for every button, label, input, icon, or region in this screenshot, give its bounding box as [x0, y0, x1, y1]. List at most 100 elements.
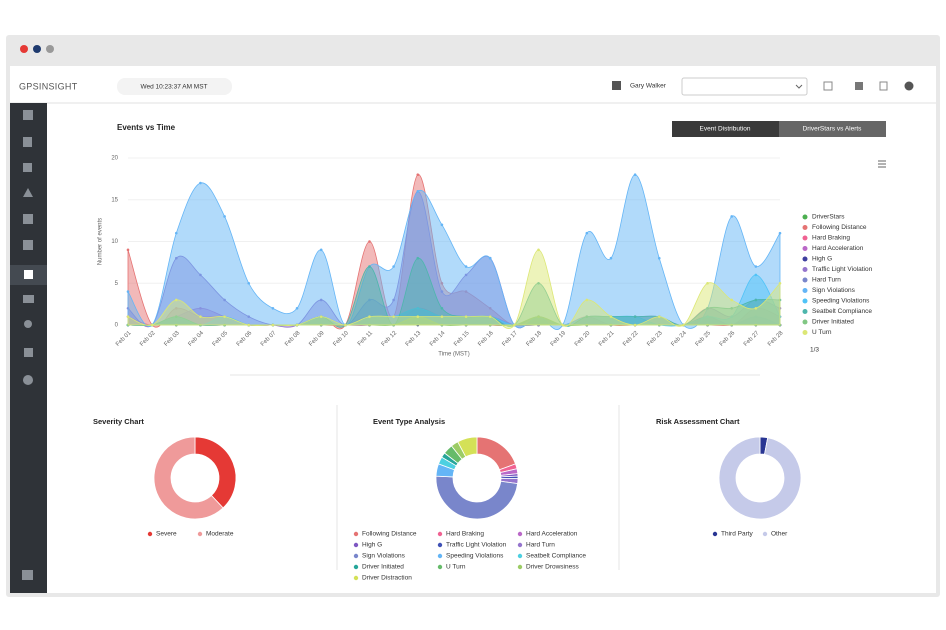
tab-label[interactable]: Event Distribution	[700, 126, 751, 133]
point	[585, 298, 589, 302]
header-icon[interactable]	[823, 81, 833, 91]
point	[392, 315, 395, 318]
point	[657, 256, 661, 260]
point	[657, 315, 661, 318]
tab-label[interactable]: DriverStars vs Alerts	[803, 126, 863, 133]
legend-label: Sign Violations	[362, 553, 406, 560]
window-dot[interactable]	[46, 45, 54, 53]
point	[440, 223, 444, 227]
user-icon[interactable]	[612, 81, 621, 90]
point	[513, 323, 516, 327]
legend-swatch	[147, 531, 153, 537]
chart-title: Events vs Time	[117, 123, 176, 132]
legend-swatch	[437, 553, 443, 559]
select-box[interactable]	[681, 77, 808, 96]
legend-label: Seatbelt Compliance	[812, 308, 872, 315]
point	[754, 273, 758, 277]
legend-swatch	[197, 531, 203, 537]
point	[319, 315, 323, 318]
donut-slice	[153, 436, 224, 520]
legend-label: Driver Initiated	[362, 564, 404, 571]
point	[561, 323, 564, 327]
header-icon[interactable]	[879, 81, 888, 91]
legend-swatch	[437, 564, 443, 570]
point	[247, 323, 251, 327]
point	[271, 323, 275, 327]
menu-icon[interactable]	[878, 160, 886, 168]
point	[682, 323, 685, 327]
legend-swatch	[802, 256, 808, 262]
legend-swatch	[762, 531, 768, 537]
legend-swatch	[802, 298, 808, 304]
point	[199, 315, 202, 318]
legend-swatch	[802, 267, 808, 272]
legend-swatch	[517, 553, 523, 559]
legend-swatch	[802, 319, 808, 325]
point	[368, 265, 371, 268]
legend-swatch	[353, 575, 359, 581]
legend-label: Seatbelt Compliance	[526, 553, 586, 560]
legend-label: Hard Turn	[812, 277, 841, 284]
point	[440, 307, 444, 310]
legend-label: Following Distance	[812, 224, 867, 231]
legend-label: Third Party	[721, 531, 754, 538]
point	[440, 315, 444, 318]
legend-swatch	[802, 277, 808, 283]
point	[488, 256, 492, 260]
legend-swatch	[353, 531, 359, 537]
donut-slice	[435, 475, 519, 520]
legend-swatch	[802, 288, 808, 293]
window-dot[interactable]	[33, 45, 41, 53]
point	[633, 323, 637, 327]
window-dot[interactable]	[20, 45, 28, 53]
point	[730, 215, 734, 218]
legend-swatch	[517, 542, 523, 548]
point	[633, 173, 637, 176]
logo[interactable]: GPSINSIGHT	[19, 81, 78, 91]
legend-label: Following Distance	[362, 531, 417, 538]
legend-label: Hard Acceleration	[812, 245, 864, 252]
point	[464, 315, 468, 318]
legend-swatch	[802, 246, 808, 251]
legend-label: Hard Acceleration	[526, 531, 578, 538]
header-icon[interactable]	[855, 82, 863, 90]
legend-swatch	[802, 330, 808, 335]
point	[247, 281, 251, 285]
legend-label: DriverStars	[812, 214, 845, 221]
point	[319, 248, 323, 252]
point	[199, 181, 202, 185]
legend-label: U Turn	[812, 329, 832, 336]
user-name[interactable]: Gary Walker	[630, 83, 667, 90]
point	[488, 315, 492, 318]
point	[609, 315, 613, 318]
legend-page: 1/3	[810, 347, 819, 354]
legend-label: High G	[812, 256, 832, 263]
point	[416, 256, 420, 260]
legend-label: Severe	[156, 531, 177, 538]
legend-swatch	[353, 542, 359, 548]
y-tick-label: 5	[115, 281, 119, 287]
legend-label: Traffic Light Violation	[812, 266, 873, 273]
point	[126, 248, 130, 252]
y-tick-label: 15	[111, 197, 118, 203]
legend-label: Other	[771, 531, 788, 538]
point	[754, 298, 758, 302]
sidebar-icons[interactable]	[22, 110, 34, 580]
chart-title: Severity Chart	[93, 417, 144, 426]
tab[interactable]	[779, 121, 886, 137]
point	[754, 265, 758, 268]
legend-swatch	[437, 542, 443, 548]
point	[368, 315, 371, 318]
point	[368, 240, 371, 243]
datetime: Wed 10:23:37 AM MST	[140, 84, 207, 91]
legend-label: Hard Braking	[812, 235, 850, 242]
point	[706, 281, 709, 285]
legend-label: Driver Distraction	[362, 575, 412, 582]
help-icon[interactable]	[904, 81, 914, 91]
legend-label: Driver Drowsiness	[526, 564, 579, 571]
tab-active[interactable]	[672, 121, 779, 137]
point	[754, 307, 758, 310]
point	[416, 315, 420, 318]
y-tick-label: 20	[111, 156, 118, 162]
